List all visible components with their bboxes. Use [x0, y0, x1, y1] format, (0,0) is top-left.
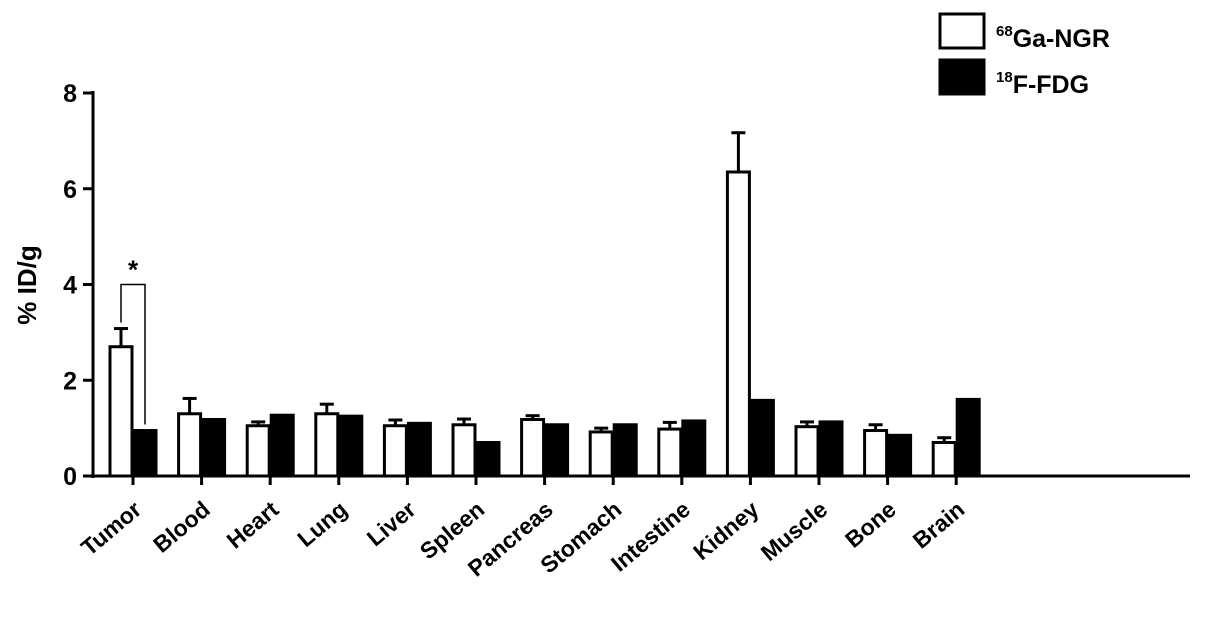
- legend: 68Ga-NGR 18F-FDG: [938, 12, 1110, 99]
- significance-annotation: *: [120, 255, 146, 425]
- x-tick-labels: Tumor Blood Heart Lung LiverSpleenPancreasSt…: [76, 496, 969, 582]
- y-tick-label-1: 2: [63, 367, 77, 395]
- x-tick-label-heart: Heart: [222, 496, 284, 554]
- x-tick-label-muscle: Muscle: [756, 496, 832, 566]
- bar-stomach-series-1: [588, 430, 614, 478]
- bar-intestine-series-2: [681, 419, 707, 478]
- y-tick-label-0: 0: [63, 463, 77, 491]
- bar-brain-series-2: [955, 397, 981, 478]
- bar-muscle-series-2: [818, 420, 844, 478]
- bar-heart-series-2: [269, 413, 295, 478]
- bar-tumor-series-2: [132, 429, 158, 478]
- bar-pancreas-series-1: [520, 418, 546, 478]
- x-tick-label-brain: Brain: [908, 496, 970, 554]
- y-tick-label-2: 4: [63, 272, 77, 300]
- legend-label-series-2: 18F-FDG: [996, 69, 1089, 99]
- legend-swatch-series-1: [938, 12, 986, 50]
- bar-lung-series-1: [314, 412, 340, 478]
- legend-label-series-2-main: F-FDG: [1013, 71, 1089, 99]
- bar-blood-series-2: [201, 418, 227, 478]
- legend-label-series-1-main: Ga-NGR: [1013, 25, 1110, 53]
- legend-swatch-series-2: [938, 58, 986, 96]
- bar-liver-series-2: [406, 421, 432, 478]
- bar-lung-series-2: [338, 414, 364, 478]
- bar-heart-series-1: [245, 424, 271, 478]
- x-tick-label-blood: Blood: [148, 496, 215, 558]
- legend-label-series-1-sup: 68: [996, 23, 1013, 40]
- bar-intestine-series-1: [657, 427, 683, 478]
- bar-stomach-series-2: [612, 423, 638, 478]
- bar-bone-series-1: [863, 429, 889, 478]
- y-axis: 0 2 4 6 8: [63, 80, 95, 491]
- bars: [108, 170, 981, 478]
- bar-kidney-series-2: [749, 398, 775, 478]
- error-bars: [114, 131, 952, 443]
- bar-blood-series-1: [177, 412, 203, 478]
- bar-spleen-series-1: [451, 423, 477, 478]
- y-tick-label-3: 6: [63, 176, 77, 204]
- significance-bracket: [120, 283, 146, 425]
- bar-pancreas-series-2: [544, 423, 570, 478]
- x-tick-label-kidney: Kidney: [688, 496, 764, 565]
- x-tick-label-lung: Lung: [292, 496, 352, 552]
- y-axis-label: % ID/g: [12, 245, 42, 324]
- x-tick-label-liver: Liver: [362, 496, 421, 551]
- y-tick-label-4: 8: [63, 80, 77, 108]
- legend-label-series-2-sup: 18: [996, 69, 1013, 86]
- x-tick-label-tumor: Tumor: [76, 496, 146, 561]
- x-tick-label-bone: Bone: [840, 496, 901, 553]
- bar-kidney-series-1: [725, 170, 751, 478]
- legend-label-series-1: 68Ga-NGR: [996, 23, 1110, 53]
- bar-muscle-series-1: [794, 425, 820, 478]
- bar-tumor-series-1: [108, 345, 134, 478]
- bar-brain-series-1: [931, 440, 957, 478]
- bar-bone-series-2: [887, 433, 913, 478]
- bar-liver-series-1: [382, 424, 408, 478]
- significance-star: *: [128, 255, 139, 285]
- bar-spleen-series-2: [475, 440, 501, 478]
